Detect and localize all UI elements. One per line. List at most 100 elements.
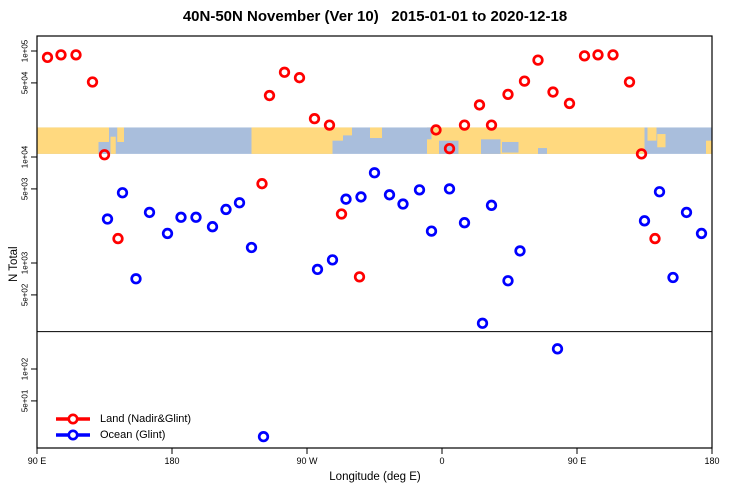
- y-tick-label: 5e+03: [21, 177, 30, 200]
- map-land-patch: [370, 127, 382, 139]
- data-point-ocean: [638, 215, 651, 227]
- map-ocean-patch: [538, 148, 547, 154]
- data-point-ocean: [220, 203, 232, 216]
- data-point-land: [293, 72, 306, 84]
- plot-frame: [36, 35, 713, 449]
- data-point-land: [473, 99, 486, 111]
- data-point-land: [263, 89, 276, 102]
- data-point-ocean: [326, 254, 339, 266]
- map-land-patch: [657, 134, 666, 148]
- data-point-ocean: [368, 167, 381, 179]
- data-point-land: [256, 178, 268, 190]
- data-point-ocean: [514, 245, 526, 257]
- x-axis-title: Longitude (deg E): [329, 471, 421, 483]
- data-point-land: [563, 97, 576, 110]
- data-point-ocean: [397, 198, 409, 210]
- data-point-land: [635, 148, 648, 160]
- data-point-ocean: [667, 271, 679, 284]
- data-point-land: [485, 119, 498, 131]
- x-tick-label: 180: [704, 456, 719, 466]
- data-point-ocean: [143, 206, 156, 219]
- data-point-land: [649, 232, 661, 245]
- page-title: 40N-50N November (Ver 10) 2015-01-01 to …: [182, 8, 568, 25]
- data-point-ocean: [383, 189, 396, 201]
- data-point-land: [308, 113, 321, 125]
- data-point-ocean: [130, 273, 142, 285]
- data-point-ocean: [116, 187, 129, 199]
- data-point-ocean: [311, 263, 324, 276]
- map-land-patch: [647, 127, 657, 141]
- data-point-ocean: [206, 221, 219, 233]
- map-strip-land: [427, 127, 645, 154]
- data-point-land: [70, 49, 82, 61]
- data-point-land: [98, 149, 111, 161]
- map-ocean-patch: [98, 141, 109, 154]
- data-point-ocean: [443, 183, 456, 195]
- legend-label-ocean: Ocean (Glint): [100, 429, 166, 441]
- data-point-ocean: [695, 227, 708, 240]
- data-point-land: [623, 76, 636, 88]
- map-land-patch: [332, 127, 343, 141]
- data-point-ocean: [413, 184, 426, 196]
- data-point-ocean: [551, 343, 564, 355]
- x-tick-label: 180: [164, 456, 179, 466]
- data-point-land: [278, 66, 291, 78]
- data-point-ocean: [340, 193, 352, 205]
- map-land-patch: [110, 136, 116, 154]
- x-tick-label: 90 E: [28, 456, 47, 466]
- data-point-ocean: [458, 217, 471, 229]
- data-point-ocean: [653, 186, 666, 198]
- data-point-ocean: [175, 211, 187, 223]
- data-point-land: [55, 49, 67, 61]
- map-ocean-patch: [481, 139, 501, 154]
- map-ocean-patch: [502, 141, 519, 153]
- y-axis-title: N Total: [8, 246, 20, 282]
- map-land-patch: [343, 127, 352, 136]
- legend-item-land: Land (Nadir&Glint): [55, 412, 191, 426]
- data-point-land: [458, 119, 471, 131]
- map-strip-land: [251, 127, 333, 154]
- data-point-land: [592, 49, 604, 61]
- data-point-land: [578, 50, 591, 62]
- x-tick-label: 90 E: [568, 456, 587, 466]
- x-tick-label: 0: [439, 456, 444, 466]
- data-point-ocean: [257, 431, 270, 443]
- data-point-ocean: [355, 191, 367, 203]
- data-point-land: [547, 86, 559, 98]
- data-point-land: [353, 271, 366, 283]
- data-point-ocean: [485, 199, 498, 211]
- data-point-ocean: [101, 213, 114, 225]
- data-point-land: [532, 54, 544, 66]
- data-point-land: [430, 124, 442, 136]
- data-point-ocean: [425, 225, 438, 237]
- legend: Land (Nadir&Glint) Ocean (Glint): [55, 412, 191, 442]
- data-point-land: [518, 75, 531, 87]
- data-point-land: [323, 119, 336, 131]
- y-tick-label: 1e+03: [21, 251, 30, 274]
- data-point-land: [86, 76, 99, 88]
- legend-label-land: Land (Nadir&Glint): [100, 413, 192, 425]
- data-point-land: [335, 208, 348, 220]
- legend-land-marker-icon: [56, 413, 90, 425]
- data-point-ocean: [476, 317, 489, 329]
- y-tick-label: 5e+02: [21, 283, 30, 306]
- data-point-land: [502, 88, 514, 100]
- y-tick-label: 5e+01: [21, 389, 30, 412]
- map-strip-land: [37, 127, 109, 154]
- legend-item-ocean: Ocean (Glint): [55, 428, 191, 442]
- data-point-ocean: [680, 206, 693, 219]
- y-tick-label: 1e+04: [21, 145, 30, 168]
- x-tick-label: 90 W: [296, 456, 318, 466]
- data-point-ocean: [190, 211, 202, 223]
- map-land-patch: [706, 140, 712, 154]
- data-point-land: [112, 232, 124, 245]
- data-point-ocean: [161, 227, 174, 240]
- data-point-land: [443, 142, 456, 155]
- map-land-patch: [117, 127, 124, 142]
- y-tick-label: 1e+02: [21, 357, 30, 380]
- data-point-ocean: [245, 241, 258, 254]
- data-point-land: [607, 49, 619, 61]
- data-point-ocean: [502, 275, 514, 287]
- y-tick-label: 1e+05: [21, 39, 30, 62]
